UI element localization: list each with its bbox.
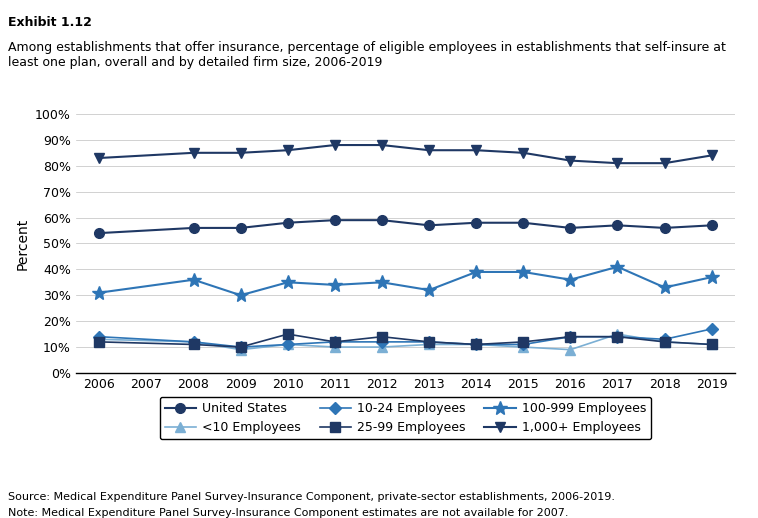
Y-axis label: Percent: Percent [15,218,30,269]
Text: Source: Medical Expenditure Panel Survey-Insurance Component, private-sector est: Source: Medical Expenditure Panel Survey… [8,492,615,502]
Legend: United States, <10 Employees, 10-24 Employees, 25-99 Employees, 100-999 Employee: United States, <10 Employees, 10-24 Empl… [160,397,651,439]
Text: Exhibit 1.12: Exhibit 1.12 [8,16,92,28]
Text: Note: Medical Expenditure Panel Survey-Insurance Component estimates are not ava: Note: Medical Expenditure Panel Survey-I… [8,508,568,517]
Text: Among establishments that offer insurance, percentage of eligible employees in e: Among establishments that offer insuranc… [8,41,725,69]
